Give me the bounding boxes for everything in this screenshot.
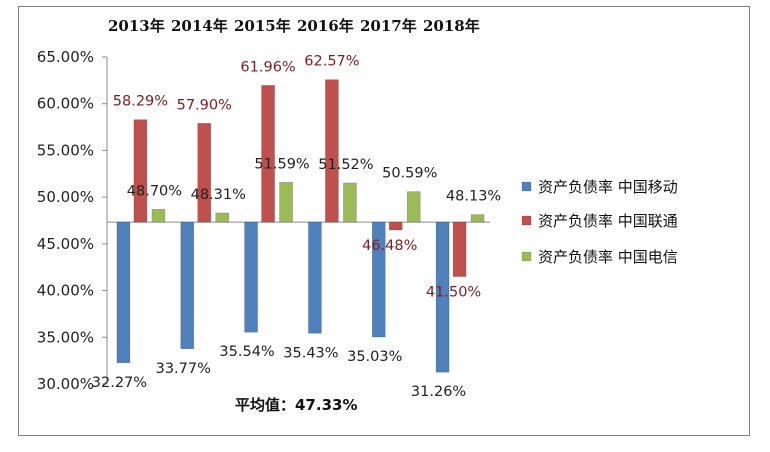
bar-series-0 bbox=[244, 221, 258, 333]
y-tick-label: 35.00% bbox=[37, 328, 94, 346]
category-label: 2017年 bbox=[360, 17, 417, 35]
bar-series-2 bbox=[215, 212, 230, 223]
bar-series-0 bbox=[435, 221, 450, 373]
data-label-series-2: 51.59% bbox=[254, 156, 309, 172]
bar-series-2 bbox=[151, 208, 166, 223]
baseline-label: 平均值：47.33% bbox=[235, 396, 357, 414]
bar-series-1 bbox=[388, 221, 403, 231]
bar-series-0 bbox=[180, 221, 195, 350]
data-label-series-0: 31.26% bbox=[411, 384, 466, 400]
legend-swatch-1 bbox=[521, 215, 532, 226]
bar-series-0 bbox=[116, 221, 131, 364]
data-label-series-1: 62.57% bbox=[304, 54, 359, 70]
bar-series-1 bbox=[325, 79, 339, 223]
data-label-series-1: 58.29% bbox=[113, 94, 168, 110]
data-label-series-0: 35.54% bbox=[219, 344, 274, 360]
legend-label-2: 资产负债率 中国电信 bbox=[538, 248, 678, 266]
category-label: 2015年 bbox=[234, 17, 291, 35]
y-tick-label: 65.00% bbox=[37, 48, 94, 66]
bar-series-1 bbox=[261, 85, 275, 223]
y-tick-label: 60.00% bbox=[37, 95, 94, 113]
category-label: 2014年 bbox=[171, 17, 228, 35]
data-label-series-2: 48.13% bbox=[446, 189, 501, 205]
bar-series-2 bbox=[470, 214, 485, 223]
bar-series-2 bbox=[343, 182, 357, 223]
data-label-series-1: 46.48% bbox=[362, 238, 417, 254]
data-label-series-2: 48.70% bbox=[127, 183, 182, 199]
data-label-series-0: 32.27% bbox=[92, 375, 147, 391]
data-label-series-0: 33.77% bbox=[156, 361, 211, 377]
category-label: 2016年 bbox=[297, 17, 354, 35]
y-tick-label: 40.00% bbox=[37, 282, 94, 300]
bar-series-0 bbox=[371, 221, 386, 338]
bar-series-2 bbox=[279, 181, 293, 223]
legend-swatch-0 bbox=[521, 181, 532, 192]
data-label-series-0: 35.03% bbox=[347, 349, 402, 365]
y-tick-label: 45.00% bbox=[37, 235, 94, 253]
bar-series-1 bbox=[133, 119, 148, 223]
data-label-series-2: 51.52% bbox=[318, 157, 373, 173]
y-tick-label: 30.00% bbox=[37, 375, 94, 393]
legend-label-1: 资产负债率 中国联通 bbox=[538, 212, 678, 230]
legend-label-0: 资产负债率 中国移动 bbox=[538, 178, 678, 196]
category-label: 2013年 bbox=[108, 17, 165, 35]
legend-swatch-2 bbox=[521, 251, 532, 262]
data-label-series-1: 57.90% bbox=[177, 97, 232, 113]
data-label-series-2: 50.59% bbox=[382, 166, 437, 182]
data-label-series-1: 61.96% bbox=[240, 59, 295, 75]
bar-series-2 bbox=[406, 191, 421, 223]
data-label-series-1: 41.50% bbox=[426, 285, 481, 301]
bar-series-1 bbox=[452, 221, 467, 277]
data-label-series-0: 35.43% bbox=[283, 345, 338, 361]
bar-series-1 bbox=[197, 123, 212, 223]
data-label-series-2: 48.31% bbox=[191, 187, 246, 203]
y-tick-label: 55.00% bbox=[37, 141, 94, 159]
y-tick-label: 50.00% bbox=[37, 188, 94, 206]
bar-series-0 bbox=[308, 221, 322, 334]
category-label: 2018年 bbox=[423, 17, 480, 35]
